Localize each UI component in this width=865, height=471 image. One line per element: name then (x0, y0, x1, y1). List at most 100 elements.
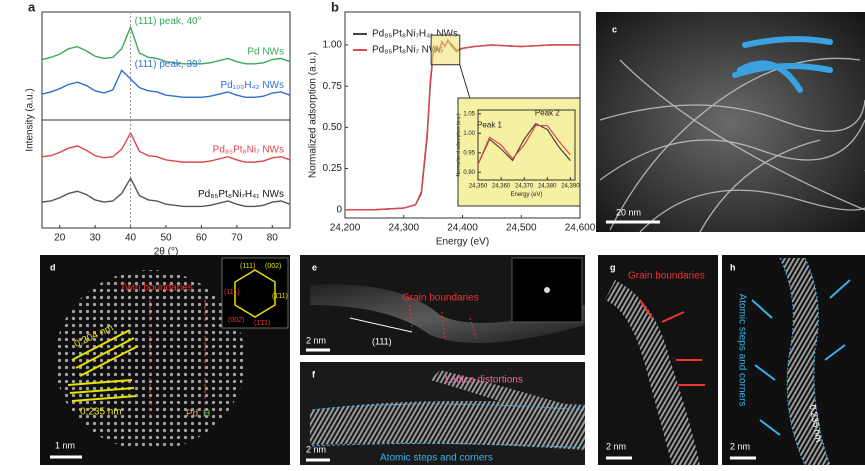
panel-label: a (28, 0, 36, 14)
x-tick-label: 60 (196, 233, 208, 244)
y-tick-label: 0 (336, 204, 342, 215)
y-tick-label: 1.00 (323, 40, 343, 51)
scale-bar-label: 2 nm (730, 441, 750, 451)
panel-label: d (50, 262, 56, 272)
nanowires (599, 57, 865, 233)
annotation: Atomic steps and corners (736, 294, 747, 407)
fft-spot (544, 287, 550, 293)
series-label: Pd NWs (247, 46, 284, 57)
x-tick-label: 70 (231, 233, 243, 244)
panel-label: g (610, 262, 616, 272)
x-axis-label: Energy (eV) (436, 237, 489, 248)
annotation: Lattice distortions (445, 375, 523, 386)
y-axis-label: Intensity (a.u.) (25, 88, 36, 151)
y-axis-label: Normalized adsorption (a.u.) (308, 52, 319, 178)
annotation: (111) peak, 40° (135, 16, 202, 27)
series-line (41, 25, 291, 65)
series-line (41, 176, 291, 208)
panel-label: f (312, 369, 316, 379)
wire (310, 401, 585, 450)
outline (779, 257, 831, 466)
panel-label: e (312, 262, 317, 272)
legend-label: Pd₈₅Pt₈Ni₇H₄₁ NWs (372, 29, 458, 40)
series-line (41, 69, 291, 99)
zoom-pointer (459, 64, 471, 99)
y-tick-label: 0.90 (463, 170, 475, 176)
series-line (41, 131, 291, 163)
x-tick-label: 50 (160, 233, 172, 244)
arrows (751, 279, 851, 436)
x-tick-label: 20 (54, 233, 66, 244)
x-tick-label: 24,200 (330, 223, 361, 234)
scale-bar-label: 20 nm (616, 207, 641, 217)
fft-labels: (111) (002) (11̄1) (1̄11) (002̄) (1̄1̄1) (224, 263, 288, 327)
annotation: (111) (372, 336, 392, 346)
x-tick-label: 40 (125, 233, 137, 244)
panel-label: c (612, 24, 617, 34)
y-tick-label: 0.75 (323, 81, 343, 92)
y-axis-label: Normalized adsorption (a.u.) (456, 113, 462, 176)
series-line (477, 124, 571, 165)
scale-bar-label: 1 nm (55, 440, 75, 450)
wire (780, 258, 830, 465)
y-tick-label: 0.50 (323, 122, 343, 133)
pointer (349, 317, 413, 333)
x-tick-label: 24,380 (538, 184, 557, 190)
series-label: Pd₁₀₀H₄₂ NWs (220, 80, 284, 91)
scale-bar-label: 2 nm (306, 444, 326, 454)
wire (430, 370, 585, 430)
plot-frame (477, 109, 576, 181)
annotation: Atomic steps and corners (380, 453, 493, 464)
annotation: (111) peak, 39° (135, 59, 202, 70)
scale-bar-label: 2 nm (606, 441, 626, 451)
x-tick-label: 24,600 (565, 223, 596, 234)
fft-hexagon (234, 269, 276, 318)
x-tick-label: 24,500 (506, 223, 537, 234)
y-tick-label: 0.25 (323, 163, 343, 174)
boundary-lines (409, 304, 477, 341)
fft-label: (111) (240, 263, 255, 270)
annotation: Twin boundaries (120, 283, 193, 294)
fft-label: (002) (265, 263, 281, 270)
y-tick-label: 1.00 (463, 131, 475, 137)
panel-label: h (730, 262, 736, 272)
x-tick-label: 80 (267, 233, 279, 244)
wire (310, 284, 585, 343)
zoom-box (430, 34, 461, 66)
y-tick-label: 1.05 (463, 111, 475, 117)
fft-label: (1̄1̄1) (254, 320, 270, 327)
x-tick-label: 24,370 (515, 184, 534, 190)
annotation: Grain boundaries (628, 271, 705, 282)
wire (605, 280, 700, 465)
annotation: H (203, 409, 210, 420)
fft-label: (11̄1) (224, 289, 240, 296)
x-tick-label: 24,300 (388, 223, 419, 234)
series-label: Pd₈₅Pt₈Ni₇H₄₁ NWs (198, 189, 284, 200)
x-axis-label: 2θ (°) (154, 247, 179, 258)
series-label: Pd₈₅Pt₈Ni₇ NWs (213, 145, 284, 156)
charts: a 20 30 40 50 60 70 80 2θ (°) Intensity (a.u.) Pd … (25, 0, 596, 258)
annotation: Peak 1 (477, 120, 502, 129)
fft-label: (1̄11) (272, 293, 288, 300)
x-axis-label: Energy (eV) (510, 192, 542, 198)
fft-label: (002̄) (228, 317, 244, 324)
fft-inset (511, 257, 583, 323)
x-tick-label: 24,360 (492, 184, 511, 190)
lattice-lines (67, 329, 139, 402)
panel-label: b (331, 0, 339, 14)
outline (311, 403, 586, 449)
image-c (596, 12, 865, 232)
x-tick-label: 30 (90, 233, 102, 244)
annotation: Peak 2 (535, 109, 560, 118)
x-tick-label: 24,350 (469, 184, 488, 190)
legend-label: Pd₈₅Pt₈Ni₇ NWs (372, 45, 443, 56)
x-tick-label: 24,390 (561, 184, 580, 190)
model-wire (732, 36, 833, 93)
x-tick-label: 24,400 (447, 223, 478, 234)
boundary-lines (639, 299, 705, 386)
annotation: Pd (186, 409, 198, 420)
y-tick-label: 0.95 (463, 150, 475, 156)
scale-bar-label: 2 nm (306, 335, 326, 345)
series-line (477, 122, 571, 165)
